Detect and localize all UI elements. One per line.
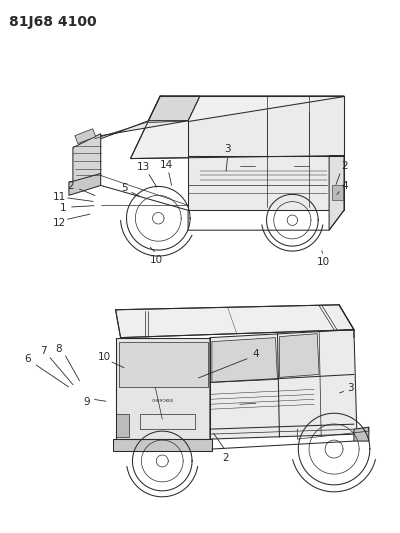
Polygon shape [75,129,96,144]
Polygon shape [210,330,357,439]
Text: 4: 4 [252,349,259,359]
Text: 6: 6 [24,354,30,364]
Polygon shape [116,337,210,439]
Text: 10: 10 [316,257,330,267]
Polygon shape [118,342,208,387]
Text: CHEROKEE: CHEROKEE [152,399,174,403]
Polygon shape [69,173,101,196]
Polygon shape [116,414,128,437]
Polygon shape [148,96,200,121]
Text: 81J68 4100: 81J68 4100 [9,15,97,29]
Text: 5: 5 [121,183,128,193]
Polygon shape [280,334,319,377]
Polygon shape [113,439,212,451]
Polygon shape [73,134,101,185]
Text: 14: 14 [160,160,173,169]
Polygon shape [332,185,343,200]
Polygon shape [188,96,344,211]
Text: 3: 3 [224,144,231,154]
Text: 2: 2 [342,161,348,171]
Polygon shape [329,156,344,230]
Text: 7: 7 [40,346,46,357]
Text: 2: 2 [68,181,74,191]
Text: 3: 3 [348,383,354,393]
Text: 12: 12 [52,218,66,228]
Polygon shape [116,305,354,337]
Polygon shape [130,96,344,158]
Polygon shape [212,337,278,382]
Text: 8: 8 [56,344,62,354]
Polygon shape [354,427,369,441]
Text: 2: 2 [222,454,229,463]
Text: 10: 10 [98,352,111,361]
Text: 9: 9 [84,397,90,407]
Text: 11: 11 [52,191,66,201]
Text: 1: 1 [60,203,66,213]
Text: 13: 13 [137,163,150,172]
Text: 10: 10 [150,255,163,265]
Polygon shape [96,121,188,141]
Text: 4: 4 [342,181,348,191]
